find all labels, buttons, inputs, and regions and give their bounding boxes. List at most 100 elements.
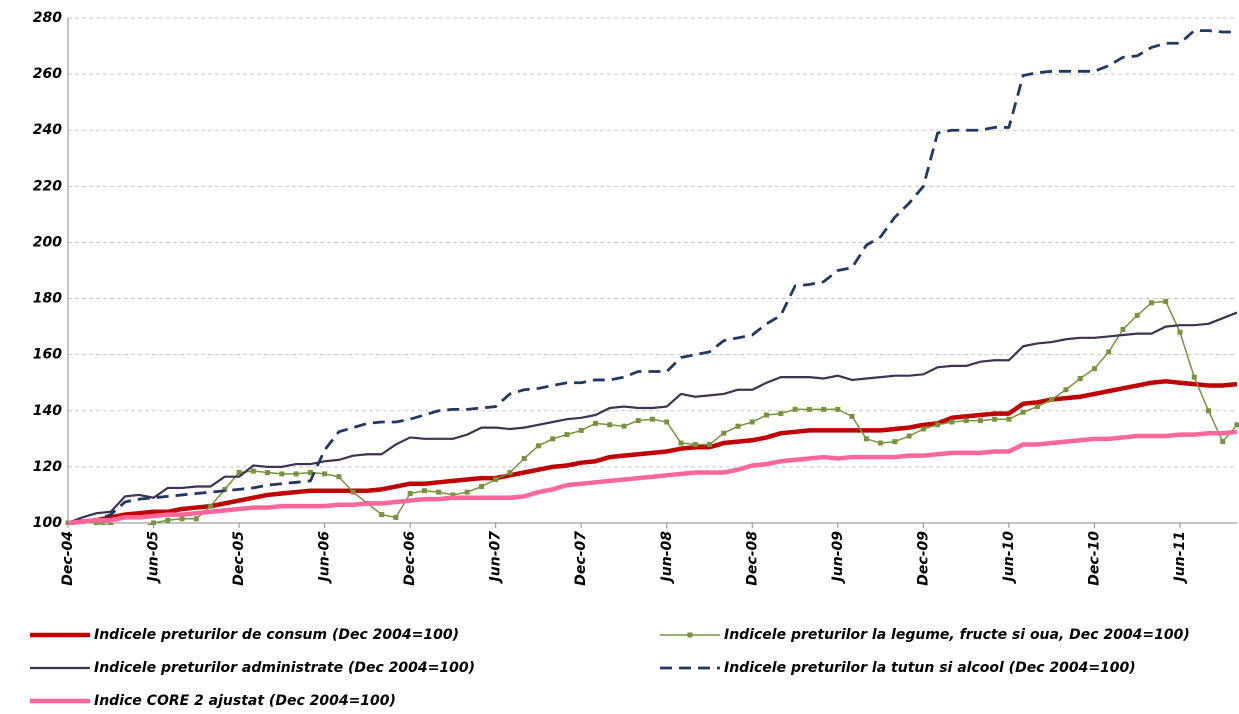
point-marker bbox=[536, 443, 541, 448]
point-marker bbox=[322, 471, 327, 476]
point-marker bbox=[964, 418, 969, 423]
point-marker bbox=[850, 414, 855, 419]
point-marker bbox=[764, 412, 769, 417]
point-marker bbox=[579, 428, 584, 433]
point-marker bbox=[878, 441, 883, 446]
point-marker bbox=[108, 523, 113, 528]
point-marker bbox=[1192, 375, 1197, 380]
point-marker bbox=[1063, 387, 1068, 392]
x-tick-label: Dec-07 bbox=[573, 531, 589, 586]
point-marker bbox=[408, 491, 413, 496]
point-marker bbox=[493, 477, 498, 482]
point-marker bbox=[1092, 366, 1097, 371]
point-marker bbox=[1235, 422, 1239, 427]
legend-label: Indicele preturilor la legume, fructe si… bbox=[724, 627, 1190, 643]
point-marker bbox=[1220, 439, 1225, 444]
point-marker bbox=[992, 417, 997, 422]
point-marker bbox=[949, 420, 954, 425]
point-marker bbox=[1135, 313, 1140, 318]
point-marker bbox=[864, 436, 869, 441]
point-marker bbox=[593, 421, 598, 426]
point-marker bbox=[507, 470, 512, 475]
point-marker bbox=[208, 504, 213, 509]
legend-label: Indice CORE 2 ajustat (Dec 2004=100) bbox=[94, 693, 396, 709]
point-marker bbox=[650, 417, 655, 422]
point-marker bbox=[721, 431, 726, 436]
point-marker bbox=[550, 436, 555, 441]
point-marker bbox=[1049, 397, 1054, 402]
point-marker bbox=[265, 470, 270, 475]
point-marker bbox=[1078, 376, 1083, 381]
point-marker bbox=[279, 471, 284, 476]
point-marker bbox=[693, 442, 698, 447]
point-marker bbox=[607, 422, 612, 427]
x-tick-label: Jun-05 bbox=[146, 531, 162, 585]
legend-label: Indicele preturilor administrate (Dec 20… bbox=[94, 660, 475, 676]
series-line bbox=[68, 301, 1237, 528]
y-tick-label: 200 bbox=[33, 234, 62, 250]
x-tick-label: Dec-08 bbox=[744, 531, 760, 586]
point-marker bbox=[778, 411, 783, 416]
point-marker bbox=[1163, 299, 1168, 304]
point-marker bbox=[1006, 417, 1011, 422]
y-tick-label: 100 bbox=[33, 515, 62, 531]
point-marker bbox=[821, 407, 826, 412]
point-marker bbox=[251, 469, 256, 474]
point-marker bbox=[835, 407, 840, 412]
y-tick-label: 240 bbox=[33, 122, 62, 138]
point-marker bbox=[1021, 410, 1026, 415]
point-marker bbox=[621, 424, 626, 429]
point-marker bbox=[750, 420, 755, 425]
point-marker bbox=[736, 424, 741, 429]
point-marker bbox=[123, 526, 128, 531]
point-marker bbox=[379, 512, 384, 517]
point-marker bbox=[465, 490, 470, 495]
x-tick-label: Jun-09 bbox=[830, 531, 846, 585]
y-tick-label: 140 bbox=[33, 403, 62, 419]
point-marker bbox=[1177, 330, 1182, 335]
point-marker bbox=[793, 407, 798, 412]
point-marker bbox=[921, 427, 926, 432]
point-marker bbox=[522, 456, 527, 461]
x-tick-label: Jun-07 bbox=[488, 531, 504, 585]
point-marker bbox=[978, 418, 983, 423]
y-tick-label: 260 bbox=[33, 66, 62, 82]
series-line bbox=[68, 381, 1237, 523]
point-marker bbox=[137, 526, 142, 531]
point-marker bbox=[1106, 349, 1111, 354]
point-marker bbox=[892, 439, 897, 444]
legend-label: Indicele preturilor la tutun si alcool (… bbox=[724, 660, 1136, 676]
series-line bbox=[68, 432, 1237, 523]
x-tick-label: Jun-11 bbox=[1172, 531, 1188, 584]
y-tick-label: 160 bbox=[33, 347, 62, 363]
series-line bbox=[68, 31, 1237, 523]
point-marker bbox=[564, 432, 569, 437]
point-marker bbox=[707, 442, 712, 447]
legend-marker bbox=[688, 633, 693, 638]
x-tick-label: Jun-06 bbox=[317, 531, 333, 585]
point-marker bbox=[393, 515, 398, 520]
x-tick-label: Dec-04 bbox=[60, 531, 76, 586]
x-tick-label: Dec-09 bbox=[915, 531, 931, 586]
x-tick-label: Dec-06 bbox=[402, 531, 418, 586]
y-tick-label: 280 bbox=[33, 10, 62, 26]
point-marker bbox=[351, 490, 356, 495]
point-marker bbox=[935, 422, 940, 427]
y-tick-label: 220 bbox=[33, 178, 62, 194]
point-marker bbox=[479, 484, 484, 489]
point-marker bbox=[436, 490, 441, 495]
y-tick-label: 180 bbox=[33, 291, 62, 307]
point-marker bbox=[1120, 327, 1125, 332]
x-tick-label: Dec-10 bbox=[1086, 531, 1102, 586]
point-marker bbox=[151, 521, 156, 526]
point-marker bbox=[679, 441, 684, 446]
legend-label: Indicele preturilor de consum (Dec 2004=… bbox=[94, 627, 459, 643]
point-marker bbox=[165, 518, 170, 523]
plot-area bbox=[66, 31, 1239, 531]
y-tick-label: 120 bbox=[33, 459, 62, 475]
point-marker bbox=[336, 474, 341, 479]
point-marker bbox=[664, 420, 669, 425]
labels: 100 120 140 160 180 200 220 240 260 280 Dec-04 Jun-… bbox=[30, 10, 1190, 709]
point-marker bbox=[636, 418, 641, 423]
